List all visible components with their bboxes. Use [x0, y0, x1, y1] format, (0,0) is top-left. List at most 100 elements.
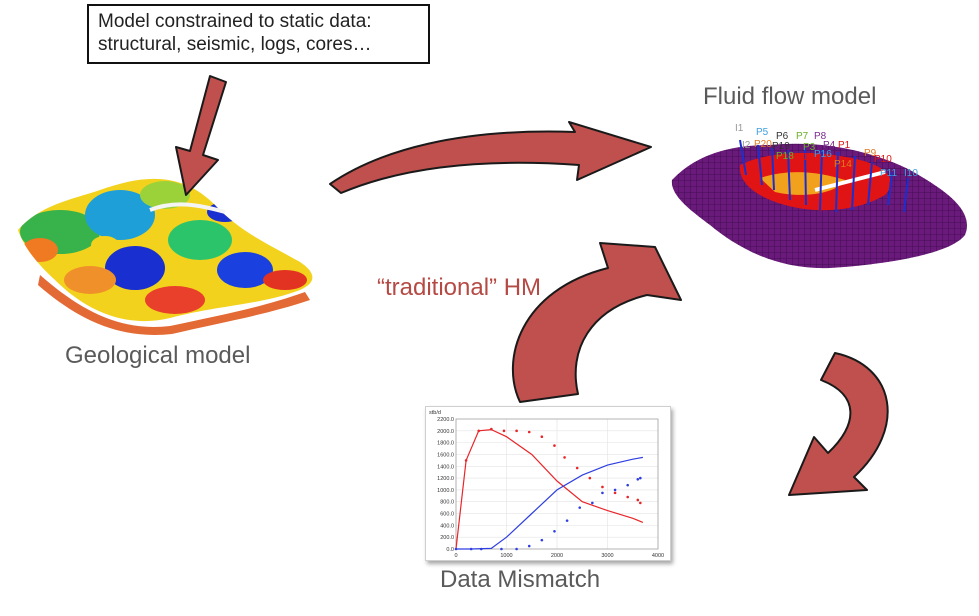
data-point-blue: [515, 547, 518, 551]
x-tick-label: 0: [454, 553, 457, 559]
geological-model-label: Geological model: [65, 342, 251, 369]
well-labels: I1 P5 P6 P7 P8 I2 P20 P19 P3 P4 P1 P18 P…: [735, 123, 918, 179]
data-mismatch-label: Data Mismatch: [440, 566, 601, 593]
x-tick-label: 3000: [601, 553, 613, 559]
y-tick-label: 400.0: [440, 523, 454, 529]
x-tick-label: 2000: [551, 553, 563, 559]
fluid-flow-model-image: I1 P5 P6 P7 P8 I2 P20 P19 P3 P4 P1 P18 P…: [671, 123, 967, 269]
data-point-blue: [540, 538, 544, 542]
well-label: P17: [796, 152, 814, 163]
note-line-2: structural, seismic, logs, cores…: [98, 34, 372, 55]
data-point-red: [477, 429, 481, 433]
geo-patch: [22, 238, 58, 262]
y-tick-label: 600.0: [440, 512, 454, 518]
data-point-blue: [636, 477, 640, 481]
data-point-red: [553, 444, 556, 447]
well-label: P14: [834, 159, 852, 170]
static-data-note: Model constrained to static data: struct…: [87, 4, 430, 64]
data-point-blue: [479, 547, 483, 551]
y-axis-label: stb/d: [429, 410, 441, 416]
series-line-blue: [456, 456, 644, 550]
geo-patch: [64, 266, 116, 294]
traditional-hm-label: “traditional” HM: [377, 274, 542, 301]
data-point-blue: [626, 483, 629, 487]
data-point-blue: [553, 529, 556, 533]
well-label: P5: [756, 127, 769, 138]
geo-patch: [85, 190, 155, 240]
data-point-red: [515, 429, 518, 433]
well-label: P3: [803, 142, 816, 153]
geo-patch: [140, 181, 190, 209]
series-line-red: [455, 428, 644, 550]
data-point-red: [601, 485, 604, 489]
well-label: P4: [823, 140, 836, 151]
y-tick-label: 2200.0: [437, 417, 454, 423]
y-tick-label: 2000.0: [437, 429, 454, 435]
well-label: P20: [754, 139, 772, 150]
arrow-geo-to-fluid: [329, 121, 652, 194]
x-tick-label: 4000: [652, 553, 664, 559]
data-point-blue: [469, 547, 473, 551]
y-tick-label: 1800.0: [437, 441, 454, 447]
well-label: P1: [838, 140, 851, 151]
y-tick-label: 1200.0: [437, 476, 454, 482]
data-mismatch-chart: 0.0 200.0 400.0 600.0 800.0 1000.0 1200.0 1400.…: [425, 406, 671, 561]
arrow-note-to-geo: [175, 75, 227, 196]
note-line-1: Model constrained to static data:: [98, 11, 372, 32]
data-point-blue: [591, 501, 594, 505]
data-point-red: [490, 427, 493, 431]
data-point-red: [639, 501, 642, 505]
data-point-red: [636, 498, 640, 502]
geo-patch: [217, 252, 273, 288]
well-label: P11: [880, 168, 897, 179]
y-tick-label: 1000.0: [437, 488, 454, 494]
x-tick-label: 1000: [500, 553, 512, 559]
data-point-blue: [500, 547, 503, 551]
data-point-red: [464, 459, 468, 462]
y-tick-label: 1600.0: [437, 452, 454, 458]
geo-fault-scarp: [149, 202, 226, 214]
data-point-blue: [613, 488, 617, 492]
well-label: P19: [772, 141, 790, 152]
y-tick-label: 200.0: [440, 535, 454, 541]
data-point-blue: [639, 476, 642, 480]
geo-patch: [145, 286, 205, 314]
data-point-blue: [454, 547, 458, 551]
data-point-red: [588, 476, 592, 480]
fault-plane: [814, 170, 886, 192]
data-point-red: [575, 466, 579, 470]
arrow-mismatch-to-fluid: [512, 242, 682, 403]
well-label: I1: [735, 123, 744, 134]
y-tick-label: 800.0: [440, 500, 454, 506]
chart-svg: 0.0 200.0 400.0 600.0 800.0 1000.0 1200.0 1400.…: [429, 410, 664, 559]
data-point-red: [613, 491, 617, 495]
geo-patch: [263, 270, 307, 290]
fluid-flow-model-label: Fluid flow model: [703, 83, 877, 110]
geological-model-image: [18, 178, 313, 335]
well-markers: [739, 139, 909, 213]
data-point-blue: [527, 544, 531, 548]
plot-area: [455, 418, 659, 550]
data-point-blue: [565, 519, 569, 522]
data-point-red: [540, 435, 544, 439]
well-label: P16: [814, 149, 832, 160]
well-label: P8: [814, 131, 827, 142]
geo-patch: [168, 220, 232, 260]
well-label: P6: [776, 131, 789, 142]
well-label: I2: [742, 140, 751, 151]
well-label: P18: [776, 151, 794, 162]
y-tick-label: 0.0: [446, 547, 454, 553]
y-tick-label: 1400.0: [437, 464, 454, 470]
geo-base-edge: [38, 275, 310, 335]
geo-patch: [91, 236, 119, 254]
well-label: P7: [796, 131, 809, 142]
data-point-red: [626, 495, 629, 499]
geo-patch: [105, 246, 165, 290]
well-label: P9: [864, 148, 877, 159]
data-point-blue: [578, 506, 582, 509]
data-point-red: [502, 429, 506, 433]
arrow-fluid-to-mismatch: [788, 352, 889, 496]
well-label: P10: [874, 154, 892, 165]
data-point-red: [563, 456, 566, 459]
